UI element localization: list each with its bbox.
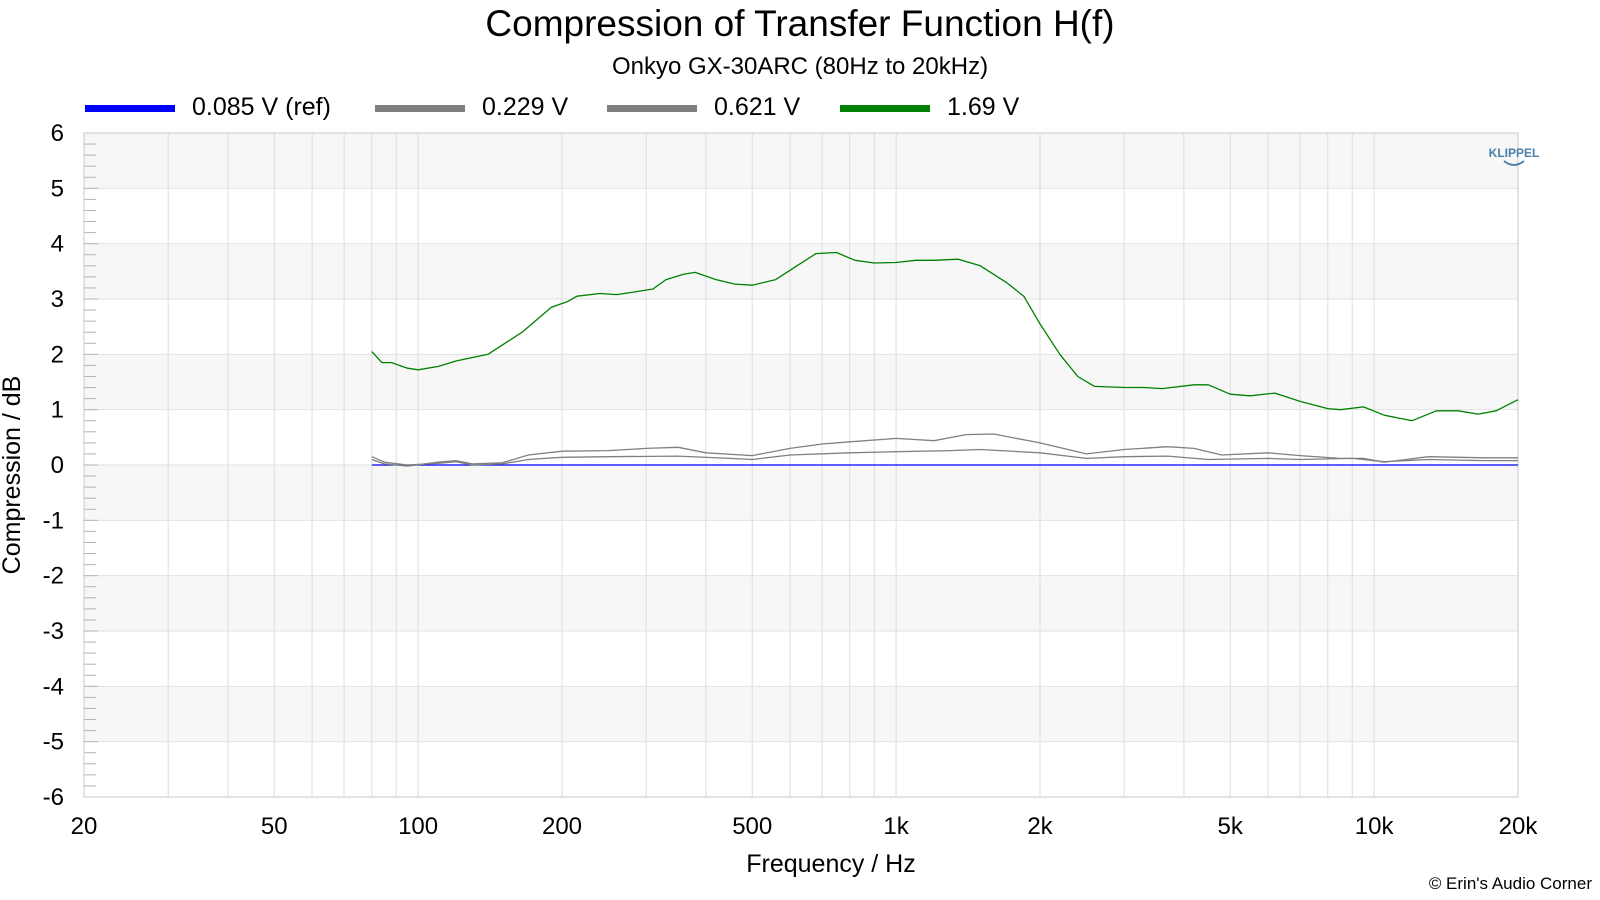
- y-tick-label: 0: [51, 452, 64, 479]
- grid-band: [84, 409, 1518, 465]
- x-tick-label: 200: [542, 813, 582, 840]
- grid-band: [84, 465, 1518, 521]
- grid-band: [84, 575, 1518, 631]
- legend-swatch: [607, 105, 697, 112]
- legend-label: 1.69 V: [947, 93, 1020, 121]
- klippel-logo: KLIPPEL: [1484, 144, 1544, 172]
- x-tick-label: 10k: [1355, 813, 1395, 840]
- legend-swatch: [85, 105, 175, 112]
- x-tick-labels: 20 50 100 200 500 1k 2k 5k 10k 20k: [71, 813, 1539, 840]
- series-line-3: [371, 251, 1519, 422]
- y-tick-label: 1: [51, 397, 64, 424]
- y-axis-label: Compression / dB: [0, 376, 26, 575]
- legend-label: 0.085 V (ref): [192, 93, 331, 121]
- x-tick-label: 20k: [1499, 813, 1539, 840]
- x-tick-label: 500: [732, 813, 772, 840]
- y-tick-label: 5: [51, 175, 64, 202]
- x-axis-label: Frequency / Hz: [746, 850, 916, 878]
- grid-band: [84, 686, 1518, 742]
- chart-title: Compression of Transfer Function H(f): [485, 3, 1115, 44]
- grid-band: [84, 299, 1518, 355]
- legend-label: 0.229 V: [482, 93, 569, 121]
- grid-band: [84, 243, 1518, 299]
- grid-band: [84, 354, 1518, 410]
- y-tick-label: -3: [43, 618, 64, 645]
- x-tick-label: 2k: [1027, 813, 1053, 840]
- grid-band: [84, 188, 1518, 244]
- y-tick-label: 4: [51, 231, 64, 258]
- grid-band: [84, 133, 1518, 189]
- y-tick-label: 6: [51, 120, 64, 147]
- y-tick-label: -5: [43, 729, 64, 756]
- legend-swatch: [375, 105, 465, 112]
- y-tick-label: -1: [43, 507, 64, 534]
- svg-text:KLIPPEL: KLIPPEL: [1489, 146, 1540, 160]
- grid-band: [84, 520, 1518, 576]
- y-tick-label: 3: [51, 286, 64, 313]
- minor-ticks: [84, 132, 98, 798]
- background-bands: [84, 133, 1518, 797]
- series-line-2: [371, 433, 1518, 467]
- y-tick-label: -6: [43, 784, 64, 811]
- y-tick-label: 2: [51, 341, 64, 368]
- y-tick-label: -2: [43, 563, 64, 590]
- chart-subtitle: Onkyo GX-30ARC (80Hz to 20kHz): [611, 53, 989, 80]
- series-lines: [371, 251, 1519, 467]
- legend: 0.085 V (ref) 0.229 V 0.621 V 1.69 V: [0, 90, 1600, 124]
- grid-band: [84, 741, 1518, 797]
- x-tick-label: 50: [261, 813, 288, 840]
- legend-label: 0.621 V: [714, 93, 801, 121]
- x-tick-label: 1k: [883, 813, 909, 840]
- y-tick-label: -4: [43, 673, 64, 700]
- copyright-text: © Erin's Audio Corner: [1428, 874, 1592, 893]
- legend-swatch: [840, 105, 930, 112]
- y-tick-labels: 6 5 4 3 2 1 0 -1 -2 -3 -4 -5 -6: [43, 120, 64, 811]
- series-line-1: [371, 448, 1518, 466]
- x-tick-label: 100: [398, 813, 438, 840]
- grid-band: [84, 631, 1518, 687]
- x-tick-label: 5k: [1218, 813, 1244, 840]
- x-tick-label: 20: [71, 813, 98, 840]
